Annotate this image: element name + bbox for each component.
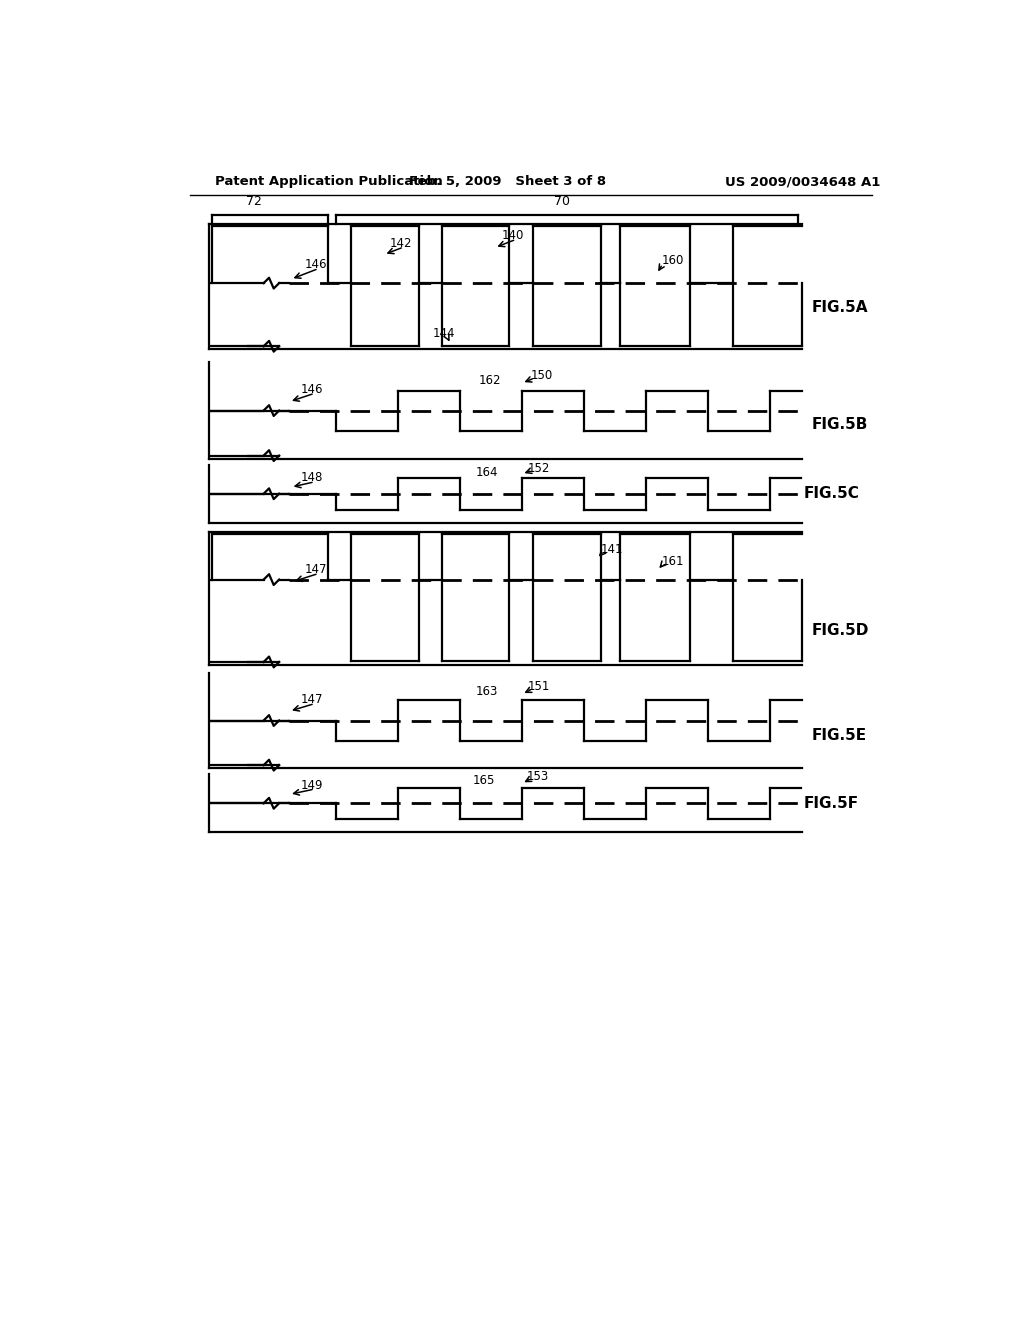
Text: FIG.5F: FIG.5F: [804, 796, 859, 810]
Text: 151: 151: [528, 680, 550, 693]
Text: FIG.5A: FIG.5A: [812, 300, 868, 314]
Text: 147: 147: [300, 693, 323, 706]
Text: 140: 140: [502, 228, 524, 242]
Text: 146: 146: [300, 383, 323, 396]
Text: 142: 142: [389, 236, 412, 249]
Text: Patent Application Publication: Patent Application Publication: [215, 176, 442, 187]
Text: 150: 150: [531, 370, 553, 381]
Text: FIG.5E: FIG.5E: [812, 729, 866, 743]
Text: 161: 161: [662, 554, 684, 568]
Text: US 2009/0034648 A1: US 2009/0034648 A1: [725, 176, 880, 187]
Text: 146: 146: [304, 259, 327, 271]
Text: 160: 160: [662, 255, 684, 268]
Text: 141: 141: [601, 543, 624, 556]
Text: 152: 152: [528, 462, 550, 475]
Text: FIG.5C: FIG.5C: [804, 486, 860, 502]
Text: 165: 165: [473, 774, 496, 787]
Text: 147: 147: [304, 564, 327, 576]
Text: Feb. 5, 2009   Sheet 3 of 8: Feb. 5, 2009 Sheet 3 of 8: [410, 176, 606, 187]
Text: 144: 144: [433, 326, 456, 339]
Text: 72: 72: [247, 194, 262, 207]
Text: 164: 164: [475, 466, 498, 479]
Text: 153: 153: [527, 770, 549, 783]
Text: 149: 149: [300, 779, 323, 792]
Text: 70: 70: [554, 194, 570, 207]
Text: FIG.5D: FIG.5D: [812, 623, 869, 638]
Text: 163: 163: [475, 685, 498, 698]
Text: 162: 162: [478, 374, 501, 387]
Text: 148: 148: [300, 471, 323, 484]
Text: FIG.5B: FIG.5B: [812, 417, 868, 432]
